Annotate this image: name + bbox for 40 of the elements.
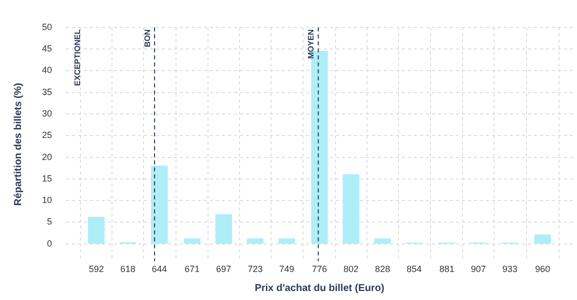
- y-tick-label: 30: [42, 108, 52, 118]
- x-tick-label: 933: [502, 264, 518, 274]
- ref-line-label: MOYEN: [306, 29, 316, 59]
- bar: [184, 238, 200, 244]
- x-tick-label: 644: [152, 264, 167, 274]
- bar: [215, 214, 232, 244]
- x-tick-label: 828: [375, 264, 390, 274]
- y-tick-label: 40: [42, 65, 52, 76]
- x-tick-label: 618: [120, 264, 136, 274]
- bar: [342, 174, 360, 244]
- x-tick-label: 776: [312, 264, 328, 274]
- ref-line-label: BON: [142, 29, 152, 48]
- y-tick-label: 15: [42, 173, 52, 184]
- y-axis-title: Répartition des billets (%): [12, 82, 24, 206]
- y-tick-label: 25: [42, 130, 52, 140]
- x-axis-title: Prix d'achat du billet (Euro): [254, 282, 384, 294]
- bar: [151, 166, 168, 244]
- x-tick-label: 749: [279, 264, 294, 274]
- bar: [534, 234, 552, 244]
- annotation: EXCEPTIONEL: [73, 29, 82, 86]
- x-tick-label: 697: [216, 264, 232, 274]
- x-tick-label: 723: [248, 264, 263, 274]
- bar: [278, 238, 296, 244]
- y-tick-label: 45: [42, 44, 52, 54]
- x-tick-label: 592: [88, 264, 104, 274]
- x-tick-label: 960: [535, 264, 550, 274]
- y-tick-label: 5: [46, 216, 52, 227]
- x-tick-label: 854: [406, 264, 422, 274]
- y-tick-label: 10: [42, 195, 52, 206]
- bar: [88, 216, 105, 244]
- x-tick-label: 671: [184, 264, 200, 274]
- y-tick-label: 0: [46, 238, 52, 248]
- x-tick-label: 907: [470, 264, 486, 274]
- y-tick-label: 50: [42, 22, 52, 32]
- y-tick-label: 20: [42, 152, 52, 162]
- x-tick-label: 881: [439, 264, 454, 274]
- x-tick-label: 802: [344, 264, 359, 274]
- bar: [246, 238, 264, 244]
- y-tick-label: 35: [42, 86, 52, 97]
- bar: [374, 238, 391, 244]
